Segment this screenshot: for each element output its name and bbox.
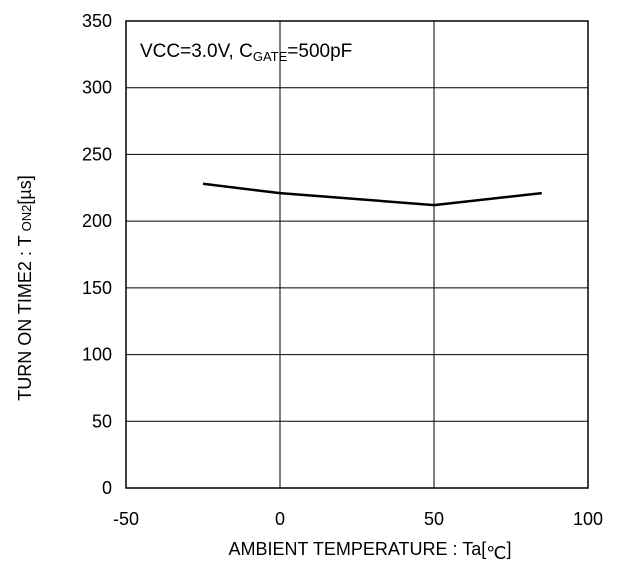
x-tick-label: -50 [113, 509, 139, 529]
annotation-part2: =500pF [287, 41, 352, 62]
x-tick-label: 50 [424, 509, 444, 529]
y-tick-labels: 0 50 100 150 200 250 300 350 [82, 11, 112, 498]
y-tick-label: 350 [82, 11, 112, 31]
x-axis-label-close: ] [506, 539, 511, 559]
annotation: VCC=3.0V, CGATE=500pF [140, 41, 352, 64]
annotation-subscript: GATE [253, 49, 288, 64]
series-line [202, 182, 542, 207]
plot-frame [125, 20, 589, 489]
y-tick-label: 300 [82, 78, 112, 98]
y-axis-label-main: TURN ON TIME2 : T [15, 235, 35, 400]
grid-lines [126, 21, 588, 488]
plot-border [125, 20, 589, 489]
y-axis-label-unit: [µs] [15, 175, 35, 204]
x-axis-label-main: AMBIENT TEMPERATURE : Ta[ [229, 539, 487, 559]
x-tick-label: 0 [275, 509, 285, 529]
annotation-part1: VCC=3.0V, C [140, 41, 253, 62]
y-axis-label: TURN ON TIME2 : T ON2[µs] [15, 175, 35, 400]
x-tick-label: 100 [573, 509, 603, 529]
y-tick-label: 0 [102, 478, 112, 498]
x-axis-label: AMBIENT TEMPERATURE : Ta[℃] [229, 539, 512, 563]
x-tick-labels: -50 0 50 100 [113, 509, 603, 529]
series-group [202, 182, 542, 207]
y-tick-label: 250 [82, 144, 112, 164]
y-tick-label: 100 [82, 345, 112, 365]
y-axis-label-sub: ON2 [19, 205, 34, 232]
y-tick-label: 200 [82, 211, 112, 231]
y-tick-label: 150 [82, 278, 112, 298]
y-tick-label: 50 [92, 411, 112, 431]
x-axis-label-unit: ℃ [486, 543, 506, 563]
